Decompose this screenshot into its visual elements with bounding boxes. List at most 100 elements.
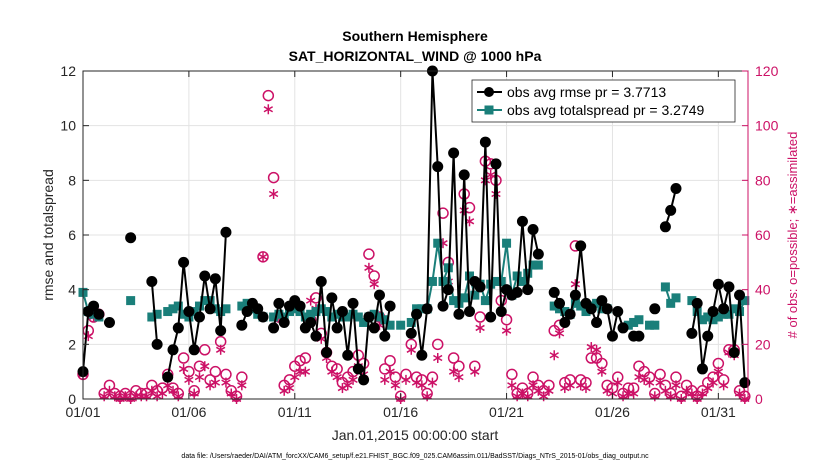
obs-assimilated-marker bbox=[427, 377, 438, 388]
rmse-marker bbox=[220, 226, 232, 238]
rmse-marker bbox=[448, 147, 460, 159]
rmse-marker bbox=[474, 281, 486, 293]
obs-assimilated-marker bbox=[628, 388, 639, 399]
asterisk-stroke bbox=[660, 387, 671, 394]
obs-assimilated-marker bbox=[708, 377, 718, 388]
obs-assimilated-marker bbox=[221, 377, 231, 388]
asterisk-stroke bbox=[554, 330, 565, 337]
rmse-marker bbox=[368, 322, 380, 334]
obs-assimilated-marker bbox=[104, 385, 115, 396]
rmse-marker bbox=[516, 215, 528, 227]
rmse-marker bbox=[342, 349, 354, 361]
y-tick-label-left: 6 bbox=[68, 227, 76, 243]
asterisk-stroke bbox=[385, 368, 395, 375]
asterisk-stroke bbox=[221, 379, 231, 386]
spread-marker bbox=[660, 282, 670, 292]
chart-marks bbox=[77, 65, 751, 404]
rmse-marker bbox=[268, 322, 280, 334]
spread-marker bbox=[592, 298, 602, 308]
rmse-marker bbox=[712, 278, 724, 290]
asterisk-stroke bbox=[237, 382, 247, 389]
spread-marker bbox=[570, 298, 580, 308]
obs-assimilated-marker bbox=[348, 374, 358, 385]
spread-marker bbox=[380, 315, 390, 325]
obs-assimilated-marker bbox=[141, 391, 152, 402]
spread-marker bbox=[623, 320, 633, 330]
spread-marker bbox=[343, 312, 353, 322]
obs-assimilated-marker bbox=[168, 385, 178, 396]
asterisk-stroke bbox=[538, 393, 549, 400]
obs-assimilated-marker bbox=[200, 361, 210, 372]
rmse-marker bbox=[103, 316, 115, 328]
obs-assimilated-marker bbox=[448, 366, 459, 377]
spread-marker bbox=[327, 312, 337, 322]
rmse-marker bbox=[88, 300, 100, 312]
rmse-marker bbox=[527, 224, 539, 236]
obs-assimilated-marker bbox=[327, 366, 337, 377]
rmse-marker bbox=[199, 270, 211, 282]
rmse-marker bbox=[569, 289, 581, 301]
obs-assimilated-marker bbox=[385, 366, 395, 377]
spread-marker bbox=[216, 307, 226, 317]
spread-marker bbox=[194, 301, 204, 311]
rmse-marker bbox=[183, 306, 195, 318]
spread-marker bbox=[427, 276, 437, 286]
rmse-marker bbox=[125, 232, 137, 244]
asterisk-stroke bbox=[210, 379, 221, 386]
asterisk-stroke bbox=[290, 373, 300, 381]
spread-marker bbox=[221, 304, 231, 314]
rmse-marker bbox=[209, 273, 221, 285]
rmse-marker bbox=[601, 303, 613, 315]
obs-assimilated-marker bbox=[703, 383, 713, 394]
rmse-marker bbox=[670, 183, 682, 195]
obs-possible-marker bbox=[437, 207, 449, 219]
spread-marker bbox=[311, 307, 321, 317]
asterisk-stroke bbox=[215, 346, 226, 353]
spread-marker bbox=[581, 307, 591, 317]
rmse-marker bbox=[379, 330, 391, 342]
spread-marker bbox=[385, 320, 395, 330]
obs-assimilated-marker bbox=[597, 366, 607, 377]
y-tick-label-right: 80 bbox=[755, 172, 771, 188]
asterisk-stroke bbox=[544, 387, 554, 394]
obs-assimilated-marker bbox=[422, 391, 432, 402]
rmse-marker bbox=[416, 349, 428, 361]
obs-assimilated-marker bbox=[215, 344, 226, 355]
y-axis-label-left: rmse and totalspread bbox=[40, 169, 56, 301]
spread-marker bbox=[491, 276, 501, 286]
spread-marker bbox=[200, 296, 210, 306]
obs-assimilated-marker bbox=[305, 295, 316, 306]
asterisk-stroke bbox=[718, 382, 729, 389]
spread-marker bbox=[359, 317, 369, 327]
spread-marker bbox=[369, 309, 379, 319]
asterisk-stroke bbox=[337, 384, 348, 392]
rmse-marker bbox=[495, 306, 507, 318]
rmse-marker bbox=[273, 297, 285, 309]
spread-marker bbox=[306, 309, 316, 319]
obs-assimilated-marker bbox=[173, 391, 184, 402]
asterisk-stroke bbox=[560, 384, 570, 392]
obs-assimilated-marker bbox=[401, 374, 411, 385]
obs-assimilated-marker bbox=[99, 391, 109, 402]
y-tick-label-right: 40 bbox=[755, 282, 771, 298]
y-tick-label-right: 20 bbox=[755, 336, 771, 352]
asterisk-stroke bbox=[258, 253, 268, 261]
asterisk-stroke bbox=[205, 382, 215, 389]
x-tick-label: 01/26 bbox=[595, 404, 630, 420]
asterisk-stroke bbox=[300, 368, 311, 375]
rmse-marker bbox=[373, 289, 385, 301]
spread-marker bbox=[650, 320, 660, 330]
spread-marker bbox=[523, 268, 533, 278]
obs-assimilated-marker bbox=[554, 328, 565, 339]
asterisk-stroke bbox=[401, 376, 411, 384]
spread-marker bbox=[322, 307, 332, 317]
rmse-marker bbox=[696, 363, 708, 375]
asterisk-stroke bbox=[470, 368, 480, 375]
obs-possible-marker bbox=[384, 354, 396, 367]
obs-possible-marker bbox=[267, 171, 280, 184]
spread-marker bbox=[126, 296, 136, 306]
asterisk-stroke bbox=[665, 393, 676, 400]
spread-marker bbox=[528, 260, 538, 270]
spread-marker bbox=[480, 296, 490, 306]
